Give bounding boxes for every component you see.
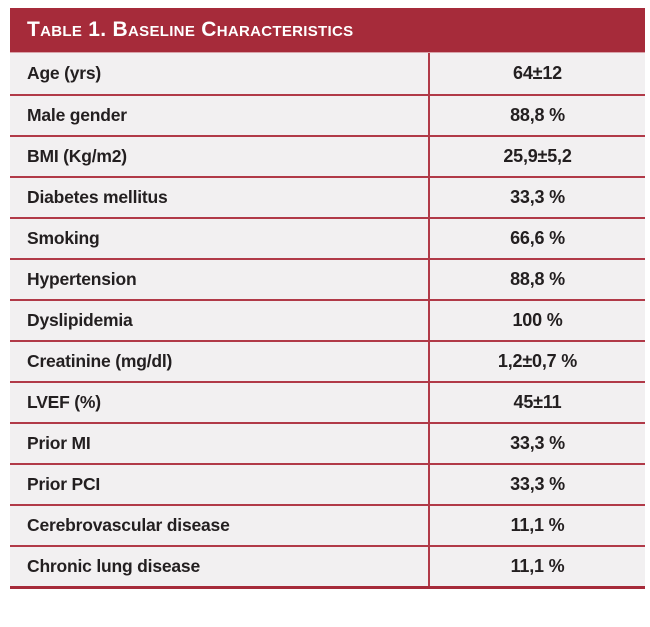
table-row: Creatinine (mg/dl) 1,2±0,7 % [10, 340, 645, 381]
table-row: Hypertension 88,8 % [10, 258, 645, 299]
table-row: Age (yrs) 64±12 [10, 53, 645, 94]
row-value: 33,3 % [510, 433, 565, 453]
row-value: 11,1 % [510, 515, 565, 535]
row-value: 11,1 % [510, 556, 565, 576]
table-row: Dyslipidemia 100 % [10, 299, 645, 340]
row-value: 64±12 [513, 63, 562, 83]
table-row: Prior MI 33,3 % [10, 422, 645, 463]
row-value: 1,2±0,7 % [497, 351, 578, 371]
row-value: 25,9±5,2 [503, 146, 572, 166]
row-label: Dyslipidemia [10, 301, 430, 340]
row-label: Diabetes mellitus [10, 178, 430, 217]
row-value: 88,8 % [510, 269, 565, 289]
table-body: Age (yrs) 64±12 Male gender 88,8 % BMI (… [10, 53, 645, 589]
table-row: Cerebrovascular disease 11,1 % [10, 504, 645, 545]
row-label: Chronic lung disease [10, 547, 430, 586]
row-label: Creatinine (mg/dl) [10, 342, 430, 381]
row-value: 66,6 % [510, 228, 565, 248]
row-label: Prior MI [10, 424, 430, 463]
table-row: BMI (Kg/m2) 25,9±5,2 [10, 135, 645, 176]
table-header-bar: Table 1. Baseline Characteristics [10, 8, 645, 53]
row-label: Prior PCI [10, 465, 430, 504]
row-value: 45±11 [513, 392, 562, 412]
row-value: 100 % [512, 310, 563, 330]
row-label: BMI (Kg/m2) [10, 137, 430, 176]
row-label: Cerebrovascular disease [10, 506, 430, 545]
row-value: 33,3 % [510, 187, 565, 207]
row-label: Male gender [10, 96, 430, 135]
row-label: LVEF (%) [10, 383, 430, 422]
table-row: Prior PCI 33,3 % [10, 463, 645, 504]
baseline-characteristics-table: Table 1. Baseline Characteristics Age (y… [10, 8, 645, 589]
row-value: 88,8 % [510, 105, 565, 125]
table-row: Diabetes mellitus 33,3 % [10, 176, 645, 217]
table-row: Male gender 88,8 % [10, 94, 645, 135]
table-row: Chronic lung disease 11,1 % [10, 545, 645, 586]
row-label: Age (yrs) [10, 53, 430, 94]
table-title: Table 1. Baseline Characteristics [27, 18, 354, 41]
table-row: Smoking 66,6 % [10, 217, 645, 258]
table-row: LVEF (%) 45±11 [10, 381, 645, 422]
row-label: Smoking [10, 219, 430, 258]
row-value: 33,3 % [510, 474, 565, 494]
row-label: Hypertension [10, 260, 430, 299]
